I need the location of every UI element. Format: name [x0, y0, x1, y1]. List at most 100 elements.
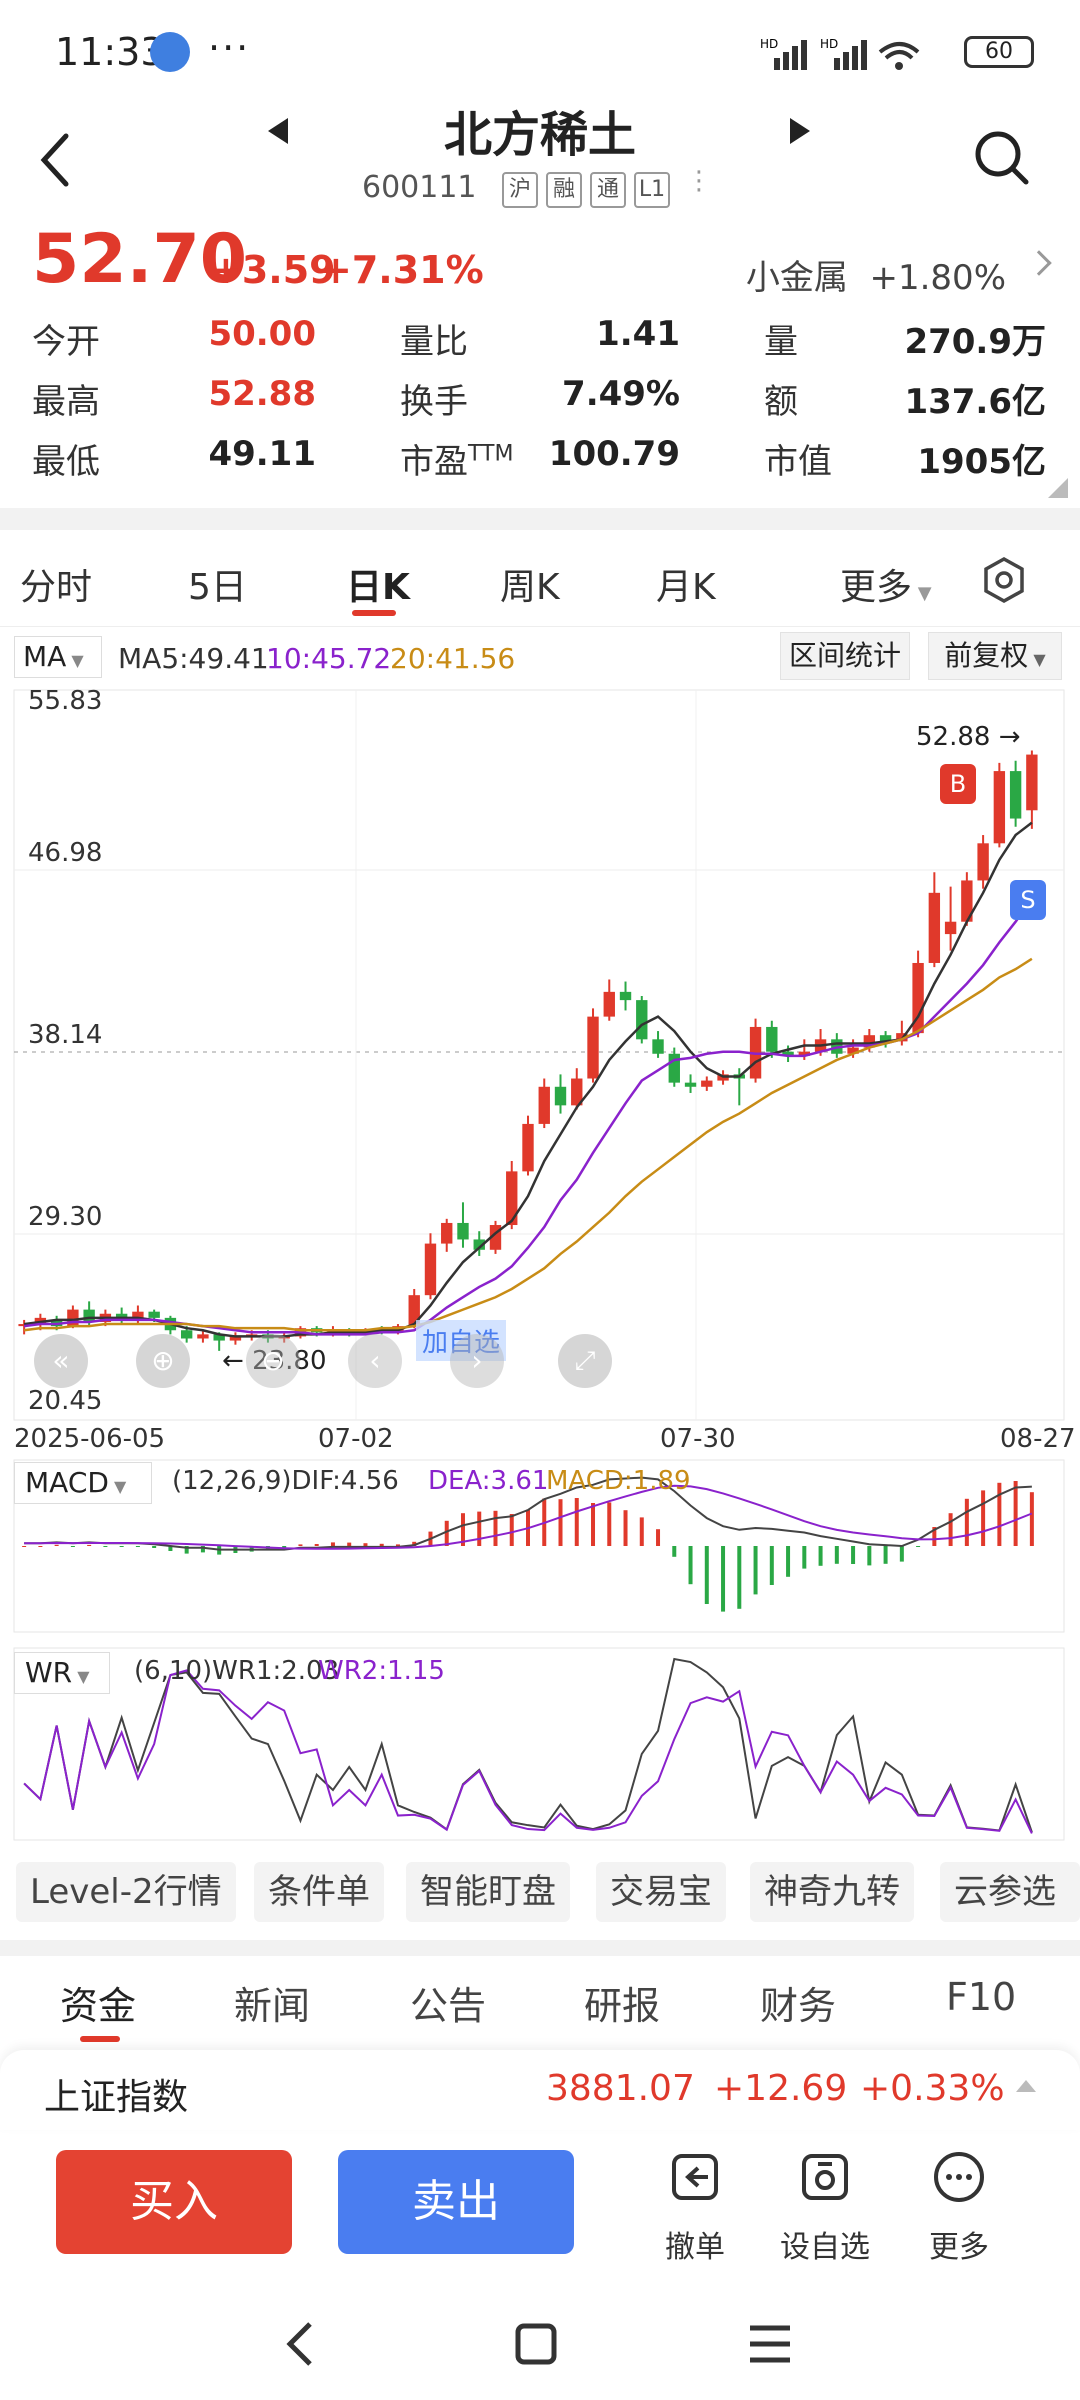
range-stats-button[interactable]: 区间统计	[780, 632, 910, 680]
macd-bar	[883, 1546, 888, 1564]
wr2-line	[23, 1669, 1033, 1834]
more-tool[interactable]: 更多	[904, 2150, 1014, 2266]
adjust-button[interactable]: 前复权 ▼	[928, 632, 1062, 680]
stock-code: 600111	[362, 170, 477, 205]
tab-daily-k[interactable]: 日K	[346, 567, 410, 608]
candle	[148, 1311, 160, 1318]
macd-bar	[916, 1546, 921, 1547]
candle	[213, 1334, 225, 1341]
back-arrow-icon[interactable]	[36, 130, 76, 190]
macd-frame	[13, 1459, 1065, 1633]
chip-cloud-select[interactable]: 云参选	[940, 1862, 1080, 1922]
zoom-out-icon[interactable]: ⊖	[246, 1334, 300, 1388]
ma5-value: MA5:49.41	[118, 642, 269, 675]
expand-up-icon[interactable]	[1016, 2080, 1036, 2092]
chip-level2[interactable]: Level-2行情	[16, 1862, 236, 1922]
macd-bar	[964, 1498, 969, 1546]
macd-selector[interactable]: MACD ▼	[14, 1462, 152, 1504]
macd-bar	[867, 1546, 872, 1566]
wr1-line	[23, 1657, 1033, 1833]
kline-chart[interactable]	[0, 686, 1080, 1846]
macd-bar	[460, 1513, 465, 1546]
index-change: +12.69	[714, 2068, 848, 2109]
candle	[944, 921, 957, 935]
buy-button[interactable]: 买入	[56, 2150, 292, 2254]
chip-trade-treasure[interactable]: 交易宝	[596, 1862, 726, 1922]
tab-research[interactable]: 研报	[584, 1984, 661, 2028]
tag-connect: 通	[590, 172, 626, 208]
candle	[489, 1225, 502, 1250]
macd-bar	[948, 1513, 953, 1546]
ma20-value: 20:41.56	[390, 642, 516, 675]
zoom-in-icon[interactable]: ⊕	[136, 1334, 190, 1388]
chip-magic-nine[interactable]: 神奇九转	[750, 1862, 914, 1922]
sector-info[interactable]: 小金属 +1.80%	[746, 250, 1006, 299]
chevron-right-icon[interactable]	[1026, 250, 1052, 276]
candle	[229, 1336, 242, 1341]
price-change-pct: +7.31%	[320, 248, 484, 292]
macd-panel	[22, 1476, 1034, 1612]
add-watchlist-label: 设自选	[780, 2230, 870, 2265]
tab-5day[interactable]: 5日	[188, 567, 247, 608]
scroll-right-icon[interactable]: ›	[450, 1334, 504, 1388]
fullscreen-icon[interactable]: ⤢	[558, 1334, 612, 1388]
macd-bar	[607, 1502, 612, 1546]
expand-corner-icon[interactable]	[1048, 478, 1068, 498]
search-icon[interactable]	[972, 128, 1030, 186]
scroll-first-icon[interactable]: «	[34, 1334, 88, 1388]
macd-bar	[591, 1503, 596, 1546]
candle	[701, 1080, 713, 1087]
macd-bar	[688, 1546, 693, 1585]
chip-conditional-order[interactable]: 条件单	[254, 1862, 384, 1922]
wr-frame	[13, 1647, 1065, 1841]
tab-news[interactable]: 新闻	[234, 1984, 311, 2028]
macd-bar	[152, 1546, 157, 1548]
tab-f10[interactable]: F10	[946, 1975, 1017, 2019]
index-bar[interactable]	[0, 2050, 1080, 2130]
ma-selector[interactable]: MA ▼	[14, 636, 102, 678]
ma-lines	[23, 821, 1033, 1338]
candle	[424, 1243, 437, 1296]
tab-monthly-k[interactable]: 月K	[656, 567, 716, 608]
tab-more[interactable]: 更多 ▼	[840, 558, 932, 610]
chip-smart-watch[interactable]: 智能盯盘	[406, 1862, 570, 1922]
next-stock-icon[interactable]	[790, 118, 810, 144]
prev-stock-icon[interactable]	[268, 118, 288, 144]
candle	[132, 1311, 144, 1320]
macd-bar	[54, 1544, 59, 1546]
candle	[441, 1222, 453, 1244]
macd-bar	[330, 1542, 335, 1546]
candle	[83, 1309, 95, 1322]
tab-weekly-k[interactable]: 周K	[500, 567, 560, 608]
caret-down-icon: ▼	[72, 1667, 90, 1686]
stat-value: 1905亿	[917, 442, 1046, 482]
sell-button[interactable]: 卖出	[338, 2150, 574, 2254]
macd-bar	[103, 1546, 108, 1547]
tab-underline	[352, 610, 396, 616]
macd-bar	[363, 1543, 368, 1546]
index-name: 上证指数	[44, 2077, 189, 2118]
candle	[766, 1026, 778, 1052]
settings-hex-icon[interactable]	[980, 556, 1028, 604]
scroll-left-icon[interactable]: ‹	[348, 1334, 402, 1388]
add-watch-chip[interactable]: 加自选	[416, 1320, 507, 1361]
tab-capital[interactable]: 资金	[60, 1984, 137, 2028]
index-pct: +0.33%	[860, 2068, 1005, 2109]
add-watchlist-tool[interactable]: 设自选	[770, 2150, 880, 2266]
tab-intraday[interactable]: 分时	[20, 567, 93, 608]
last-price: 52.70	[32, 220, 248, 299]
ma10-value: 10:45.72	[266, 642, 392, 675]
tab-finance[interactable]: 财务	[760, 1984, 837, 2028]
macd-bar	[1029, 1492, 1034, 1546]
wr-selector[interactable]: WR ▼	[14, 1652, 110, 1694]
cancel-order-tool[interactable]: 撤单	[640, 2150, 750, 2266]
tab-announcements[interactable]: 公告	[410, 1984, 487, 2028]
ma-selector-label: MA	[23, 640, 67, 673]
caret-down-icon: ▼	[912, 583, 932, 604]
macd-bar	[981, 1490, 986, 1546]
candle	[587, 1016, 599, 1079]
tag-more-icon[interactable]: ⋮	[686, 166, 712, 196]
macd-bar	[802, 1546, 807, 1569]
x-tick: 08-27	[1000, 1424, 1076, 1454]
macd-bar	[119, 1546, 124, 1547]
